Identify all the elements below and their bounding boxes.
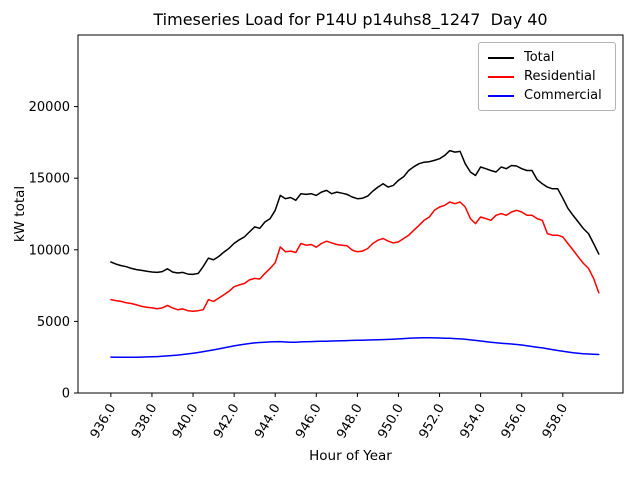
x-tick-label: 938.0 xyxy=(129,402,161,442)
legend-label-commercial: Commercial xyxy=(524,88,602,103)
axes-spines xyxy=(77,34,624,394)
series-line-residential xyxy=(110,201,600,312)
x-tick-label: 950.0 xyxy=(375,402,407,442)
x-tick-label: 940.0 xyxy=(170,402,202,442)
y-tick-label: 5000 xyxy=(37,315,70,330)
legend-item-total: Total xyxy=(488,49,607,66)
legend: Total Residential Commercial xyxy=(478,42,616,111)
residential-line-swatch xyxy=(488,75,514,78)
x-tick-label: 942.0 xyxy=(211,402,243,442)
x-tick-label: 944.0 xyxy=(252,402,284,442)
x-tick-label: 958.0 xyxy=(540,402,572,442)
x-tick-label: 936.0 xyxy=(88,402,120,442)
y-tick-label: 10000 xyxy=(29,243,70,258)
y-axis-label: kW total xyxy=(12,185,28,243)
series-line-total xyxy=(110,149,600,276)
x-tick-label: 948.0 xyxy=(334,402,366,442)
x-tick-label: 952.0 xyxy=(416,402,448,442)
y-tick-label: 15000 xyxy=(29,172,70,187)
x-tick-label: 946.0 xyxy=(293,402,325,442)
x-tick-label: 954.0 xyxy=(458,402,490,442)
legend-label-residential: Residential xyxy=(524,69,596,84)
legend-item-commercial: Commercial xyxy=(488,87,607,104)
y-tick-label: 20000 xyxy=(29,100,70,115)
legend-label-total: Total xyxy=(524,50,555,65)
series-line-commercial xyxy=(110,336,600,359)
y-tick-label: 0 xyxy=(62,387,70,402)
legend-item-residential: Residential xyxy=(488,68,607,85)
x-axis-label: Hour of Year xyxy=(309,448,392,464)
total-line-swatch xyxy=(488,56,514,59)
chart-title: Timeseries Load for P14U p14uhs8_1247 Da… xyxy=(153,10,548,29)
commercial-line-swatch xyxy=(488,94,514,97)
x-tick-label: 956.0 xyxy=(499,402,531,442)
